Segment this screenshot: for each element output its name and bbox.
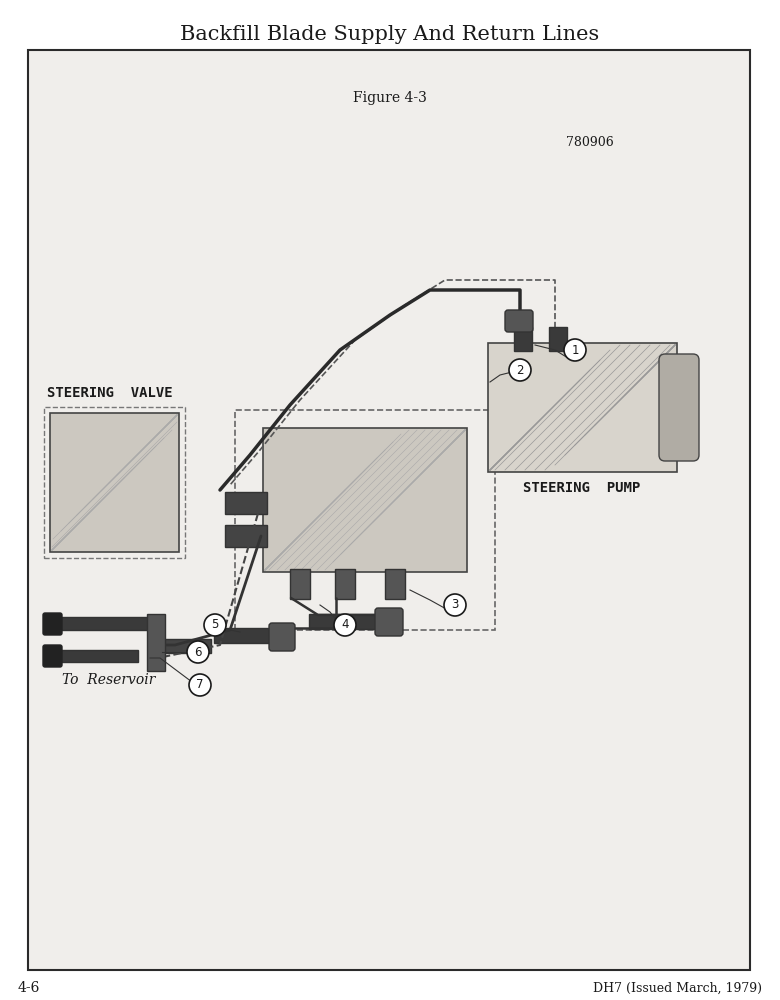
FancyBboxPatch shape: [43, 645, 62, 667]
FancyBboxPatch shape: [147, 614, 165, 671]
FancyBboxPatch shape: [269, 623, 295, 651]
Circle shape: [564, 339, 586, 361]
FancyBboxPatch shape: [335, 569, 355, 599]
FancyBboxPatch shape: [58, 650, 138, 662]
Circle shape: [334, 614, 356, 636]
Circle shape: [204, 614, 226, 636]
Text: 6: 6: [194, 646, 202, 658]
FancyBboxPatch shape: [58, 617, 153, 630]
FancyBboxPatch shape: [28, 50, 750, 970]
FancyBboxPatch shape: [214, 628, 281, 643]
FancyBboxPatch shape: [225, 492, 267, 514]
Circle shape: [187, 641, 209, 663]
FancyBboxPatch shape: [488, 343, 677, 472]
FancyBboxPatch shape: [263, 428, 467, 572]
Text: 7: 7: [197, 678, 204, 692]
FancyBboxPatch shape: [505, 310, 533, 332]
FancyBboxPatch shape: [225, 525, 267, 547]
Text: 5: 5: [211, 618, 218, 632]
Text: 4: 4: [342, 618, 349, 632]
FancyBboxPatch shape: [659, 354, 699, 461]
FancyBboxPatch shape: [43, 613, 62, 635]
Text: 2: 2: [516, 363, 523, 376]
FancyBboxPatch shape: [385, 569, 405, 599]
Text: STEERING  PUMP: STEERING PUMP: [523, 481, 640, 495]
Text: To  Reservoir: To Reservoir: [62, 673, 155, 687]
Text: Figure 4-3: Figure 4-3: [353, 91, 427, 105]
FancyBboxPatch shape: [154, 639, 211, 653]
Text: 780906: 780906: [566, 135, 614, 148]
Circle shape: [189, 674, 211, 696]
FancyBboxPatch shape: [549, 327, 567, 351]
Text: 1: 1: [571, 344, 579, 357]
FancyBboxPatch shape: [375, 608, 403, 636]
Text: 3: 3: [452, 598, 459, 611]
Text: Backfill Blade Supply And Return Lines: Backfill Blade Supply And Return Lines: [180, 25, 600, 44]
Circle shape: [509, 359, 531, 381]
Text: 4-6: 4-6: [18, 981, 41, 995]
Text: DH7 (Issued March, 1979): DH7 (Issued March, 1979): [593, 982, 762, 994]
FancyBboxPatch shape: [309, 614, 386, 629]
FancyBboxPatch shape: [514, 327, 532, 351]
Text: STEERING  VALVE: STEERING VALVE: [47, 386, 172, 400]
FancyBboxPatch shape: [290, 569, 310, 599]
Circle shape: [444, 594, 466, 616]
FancyBboxPatch shape: [50, 413, 179, 552]
